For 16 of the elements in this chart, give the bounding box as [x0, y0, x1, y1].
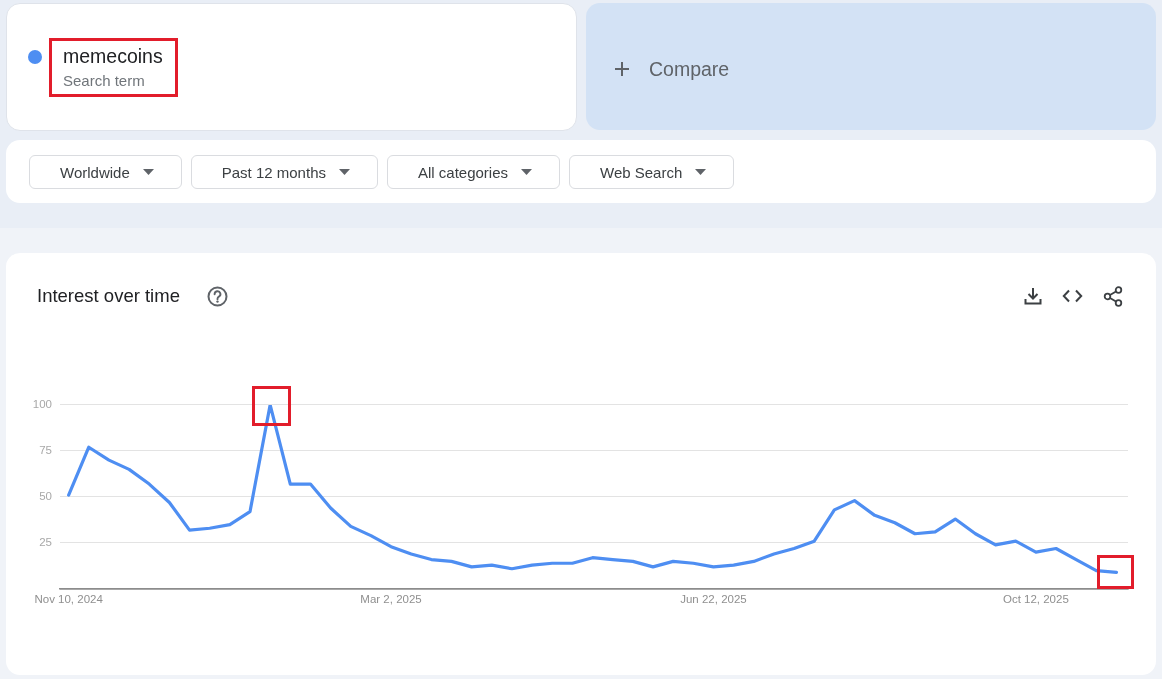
text: Compare: [649, 58, 730, 81]
text: Search term: [63, 72, 145, 89]
y-tick-label: 100: [32, 398, 52, 411]
legend-label: memecoins: [63, 45, 163, 68]
text: All categories: [417, 163, 509, 181]
y-tick-label: 50: [39, 490, 52, 503]
y-tick-label: 25: [39, 536, 52, 549]
x-tick-label: Nov 10, 2024: [34, 593, 104, 606]
x-tick-label: Oct 12, 2025: [1002, 593, 1069, 606]
chart-title: Interest over time: [37, 285, 180, 307]
x-tick-label: Jun 22, 2025: [680, 593, 747, 606]
text: Past 12 months: [221, 163, 326, 181]
x-tick-label: Mar 2, 2025: [360, 593, 422, 606]
y-tick-label: 75: [39, 444, 52, 457]
text: Worldwide: [60, 163, 130, 181]
text: Web Search: [600, 163, 683, 181]
